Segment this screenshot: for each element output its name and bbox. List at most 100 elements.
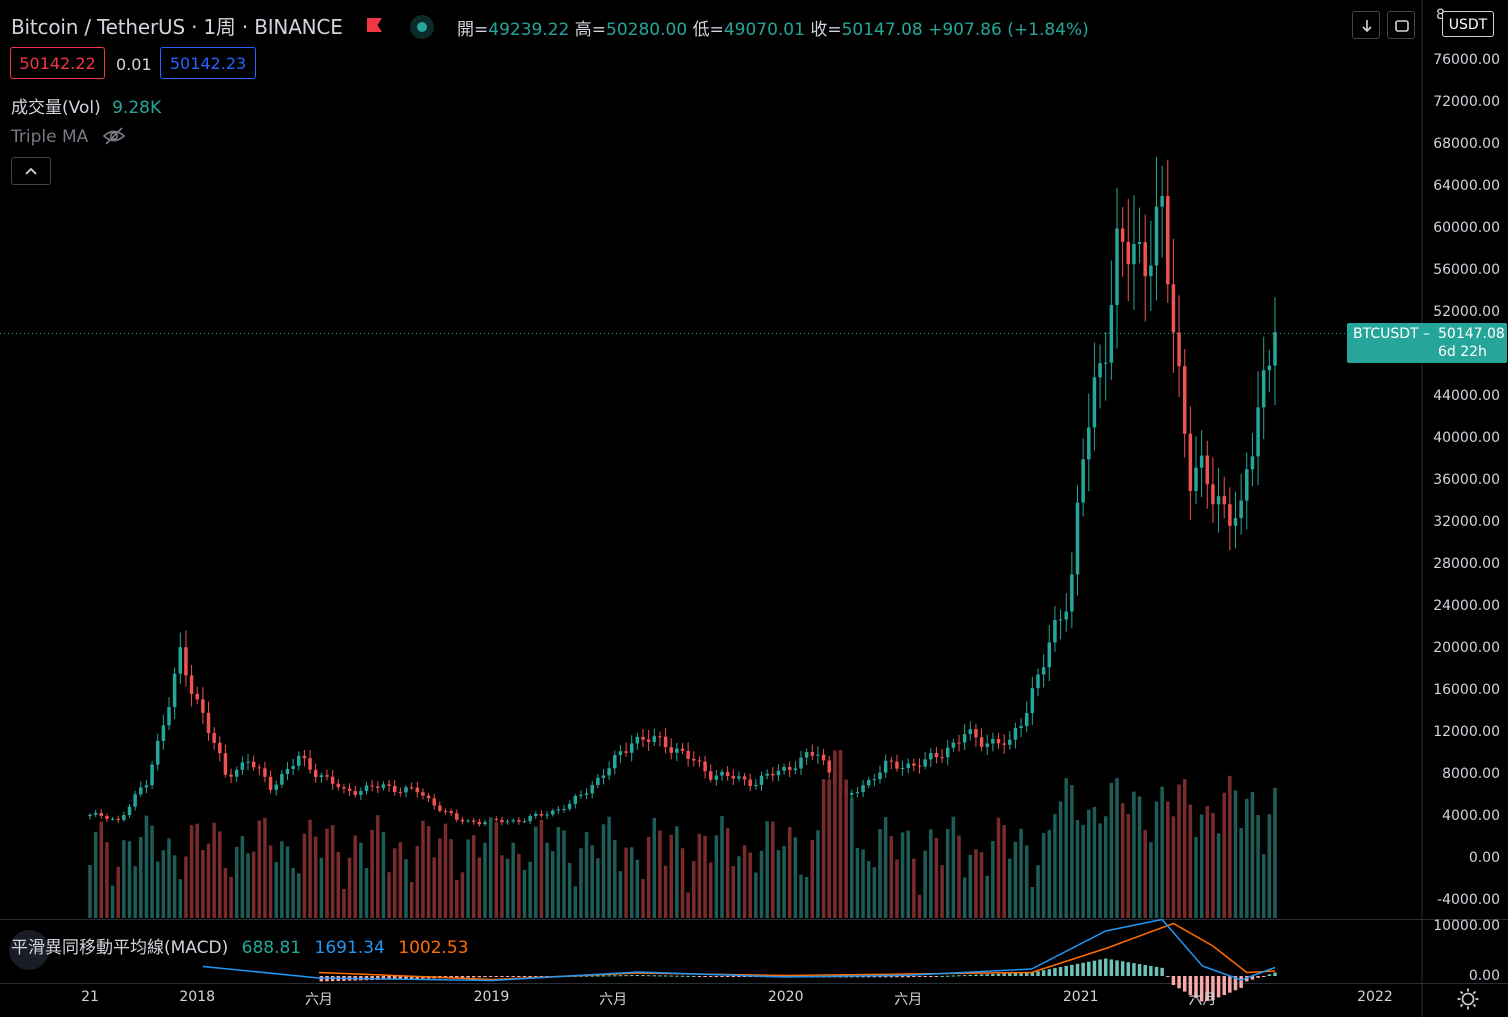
volume-bar xyxy=(957,835,961,918)
volume-bar xyxy=(404,859,408,918)
open-value: 49239.22 xyxy=(488,20,570,40)
candle-body xyxy=(900,767,905,769)
volume-bar xyxy=(297,873,301,918)
candle-body xyxy=(122,815,126,820)
flag-icon[interactable] xyxy=(367,18,382,32)
arrow-down-icon xyxy=(1362,20,1372,33)
candle-body xyxy=(1166,196,1170,285)
volume-bar xyxy=(505,858,510,918)
candle-body xyxy=(539,813,544,816)
macd-histogram-bar xyxy=(900,976,905,978)
candle-body xyxy=(234,769,239,777)
volume-bar xyxy=(522,869,527,918)
download-button[interactable] xyxy=(1352,11,1380,39)
macd-histogram-bar xyxy=(404,976,408,980)
candle-body xyxy=(1256,407,1260,457)
candle-body xyxy=(1070,574,1074,612)
buy-button[interactable]: 50142.23 xyxy=(160,47,256,79)
candle-body xyxy=(1024,713,1029,727)
macd-legend[interactable]: 平滑異同移動平均線(MACD) 688.81 1691.34 1002.53 xyxy=(11,933,469,958)
candle-body xyxy=(347,788,352,792)
macd-axis-label: 0.00 xyxy=(1468,968,1500,984)
candle-body xyxy=(201,699,205,713)
candle-body xyxy=(1267,365,1272,371)
candle-body xyxy=(618,751,623,756)
collapse-legend-button[interactable] xyxy=(11,157,51,185)
volume-bar xyxy=(1087,809,1091,918)
volume-bar xyxy=(771,821,775,918)
candle-body xyxy=(692,758,696,761)
fullscreen-button[interactable] xyxy=(1387,11,1415,39)
macd-histogram-bar xyxy=(658,975,662,977)
chevron-up-icon xyxy=(25,167,37,175)
candle-body xyxy=(1233,518,1238,526)
candle-body xyxy=(409,787,414,789)
candle-body xyxy=(534,813,538,817)
candle-body xyxy=(731,776,736,779)
macd-histogram-bar xyxy=(731,976,736,977)
volume-bar xyxy=(500,855,504,918)
volume-bar xyxy=(991,841,995,918)
price-tag-dash: – xyxy=(1423,326,1430,342)
candle-body xyxy=(1030,688,1035,714)
volume-bar xyxy=(686,892,690,918)
volume-bar xyxy=(263,817,267,918)
volume-bar xyxy=(488,817,493,918)
macd-histogram-bar xyxy=(996,973,1001,976)
macd-histogram-bar xyxy=(878,976,882,978)
macd-histogram-bar xyxy=(1149,965,1153,976)
macd-histogram-bar xyxy=(1160,967,1164,976)
volume-bar xyxy=(1024,845,1029,918)
volume-bar xyxy=(466,839,470,918)
time-axis-label: 2020 xyxy=(767,989,804,1005)
hidden-eye-icon[interactable] xyxy=(102,126,126,146)
settings-icon[interactable] xyxy=(1456,987,1480,1011)
volume-legend[interactable]: 成交量(Vol) 9.28K xyxy=(11,93,161,118)
price-axis-label: 20000.00 xyxy=(1433,640,1500,656)
macd-histogram-bar xyxy=(1216,976,1221,998)
candle-body xyxy=(1171,284,1176,333)
price-axis-label: 60000.00 xyxy=(1433,220,1500,236)
volume-bar xyxy=(601,824,606,918)
volume-bar xyxy=(720,816,724,918)
candle-body xyxy=(590,785,594,794)
candle-body xyxy=(906,763,910,768)
candle-body xyxy=(88,814,92,817)
macd-histogram-bar xyxy=(1233,976,1238,991)
candle-body xyxy=(866,779,871,786)
sell-button[interactable]: 50142.22 xyxy=(10,47,105,79)
volume-bar xyxy=(1245,798,1249,918)
macd-histogram-bar xyxy=(866,976,871,978)
macd-histogram-bar xyxy=(1103,958,1108,976)
candle-body xyxy=(703,761,707,772)
volume-bar xyxy=(449,839,453,918)
candle-body xyxy=(438,805,442,811)
candle-body xyxy=(415,787,420,793)
candle-body xyxy=(957,742,961,744)
volume-bar xyxy=(923,850,927,918)
price-axis-label: 76000.00 xyxy=(1433,52,1500,68)
candle-body xyxy=(263,768,267,777)
macd-signal-value: 1002.53 xyxy=(398,938,469,958)
volume-bar xyxy=(748,852,752,918)
volume-bar xyxy=(974,849,978,918)
macd-histogram-bar xyxy=(1109,959,1114,976)
close-label: 收= xyxy=(810,20,842,40)
volume-bar xyxy=(195,823,199,918)
candle-body xyxy=(1137,242,1142,244)
macd-histogram-bar xyxy=(737,976,741,977)
macd-histogram-bar xyxy=(1120,961,1125,976)
candle-body xyxy=(1228,504,1232,526)
volume-bar xyxy=(308,819,312,918)
macd-histogram-bar xyxy=(1177,976,1181,989)
candle-body xyxy=(991,738,995,744)
triple-ma-legend[interactable]: Triple MA xyxy=(11,126,126,147)
candle-body xyxy=(392,785,397,793)
volume-bar xyxy=(1188,804,1193,918)
symbol-title[interactable]: Bitcoin / TetherUS · 1周 · BINANCE xyxy=(11,15,343,39)
candle-body xyxy=(1058,619,1063,621)
volume-bar xyxy=(376,815,380,918)
currency-button[interactable]: USDT xyxy=(1442,11,1494,37)
